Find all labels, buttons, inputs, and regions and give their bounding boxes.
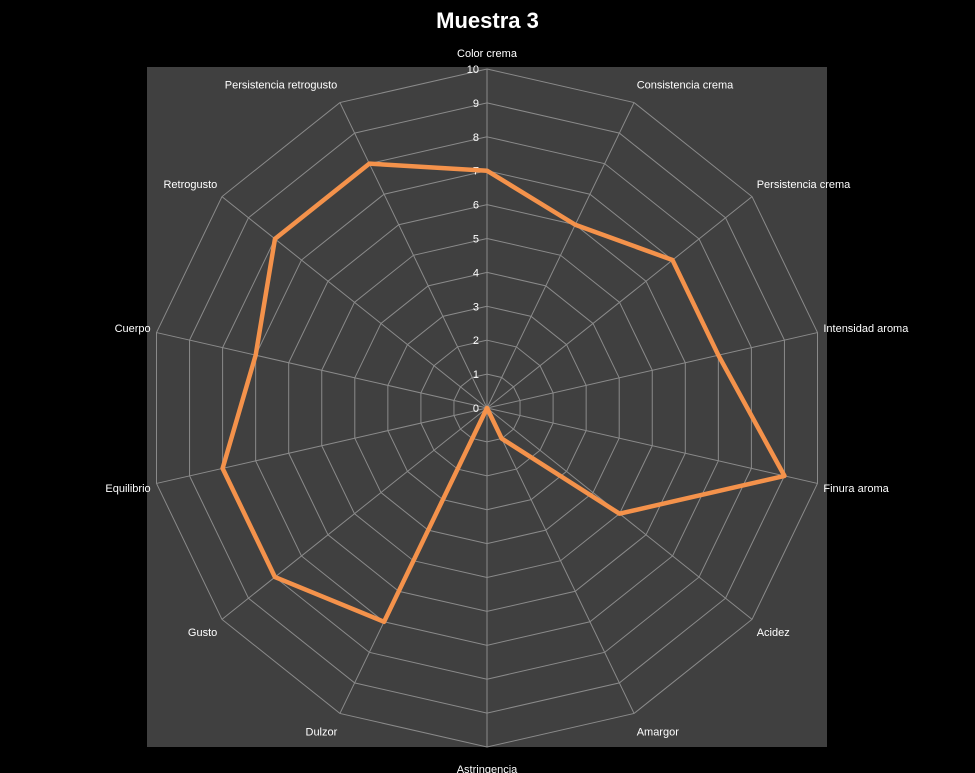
tick-label: 6 (473, 200, 479, 212)
axis-label: Persistencia crema (757, 179, 851, 191)
axis-label: Acidez (757, 627, 790, 639)
tick-label: 5 (473, 234, 479, 246)
axis-label: Gusto (188, 627, 217, 639)
axis-label: Color crema (457, 48, 518, 60)
tick-label: 1 (473, 369, 479, 381)
axis-label: Finura aroma (823, 483, 889, 495)
tick-label: 8 (473, 132, 479, 144)
grid-spoke (221, 196, 488, 409)
grid-spoke (339, 102, 488, 409)
grid-spoke (486, 407, 635, 714)
chart-title: Muestra 3 (436, 8, 539, 33)
tick-label: 3 (473, 301, 479, 313)
axis-label: Cuerpo (115, 323, 151, 335)
grid-spoke (156, 332, 488, 409)
axis-label: Intensidad aroma (823, 323, 909, 335)
axis-label: Equilibrio (105, 483, 150, 495)
tick-label: 2 (473, 335, 479, 347)
grid-spoke (221, 407, 488, 620)
grid-spoke (486, 196, 753, 409)
axis-label: Persistencia retrogusto (225, 80, 338, 92)
axis-label: Dulzor (306, 726, 338, 738)
tick-label: 9 (473, 98, 479, 110)
axis-label: Consistencia crema (637, 80, 734, 92)
grid-spoke (156, 407, 488, 484)
axis-label: Amargor (637, 726, 680, 738)
grid-spoke (486, 332, 818, 409)
grid-spoke (486, 407, 818, 484)
series-line (220, 161, 787, 625)
axis-label: Astringencia (457, 764, 518, 773)
grid-spoke (486, 102, 635, 409)
axis-label: Retrogusto (163, 179, 217, 191)
tick-label: 10 (467, 64, 479, 76)
tick-label: 4 (473, 267, 479, 279)
tick-label: 0 (473, 403, 479, 415)
